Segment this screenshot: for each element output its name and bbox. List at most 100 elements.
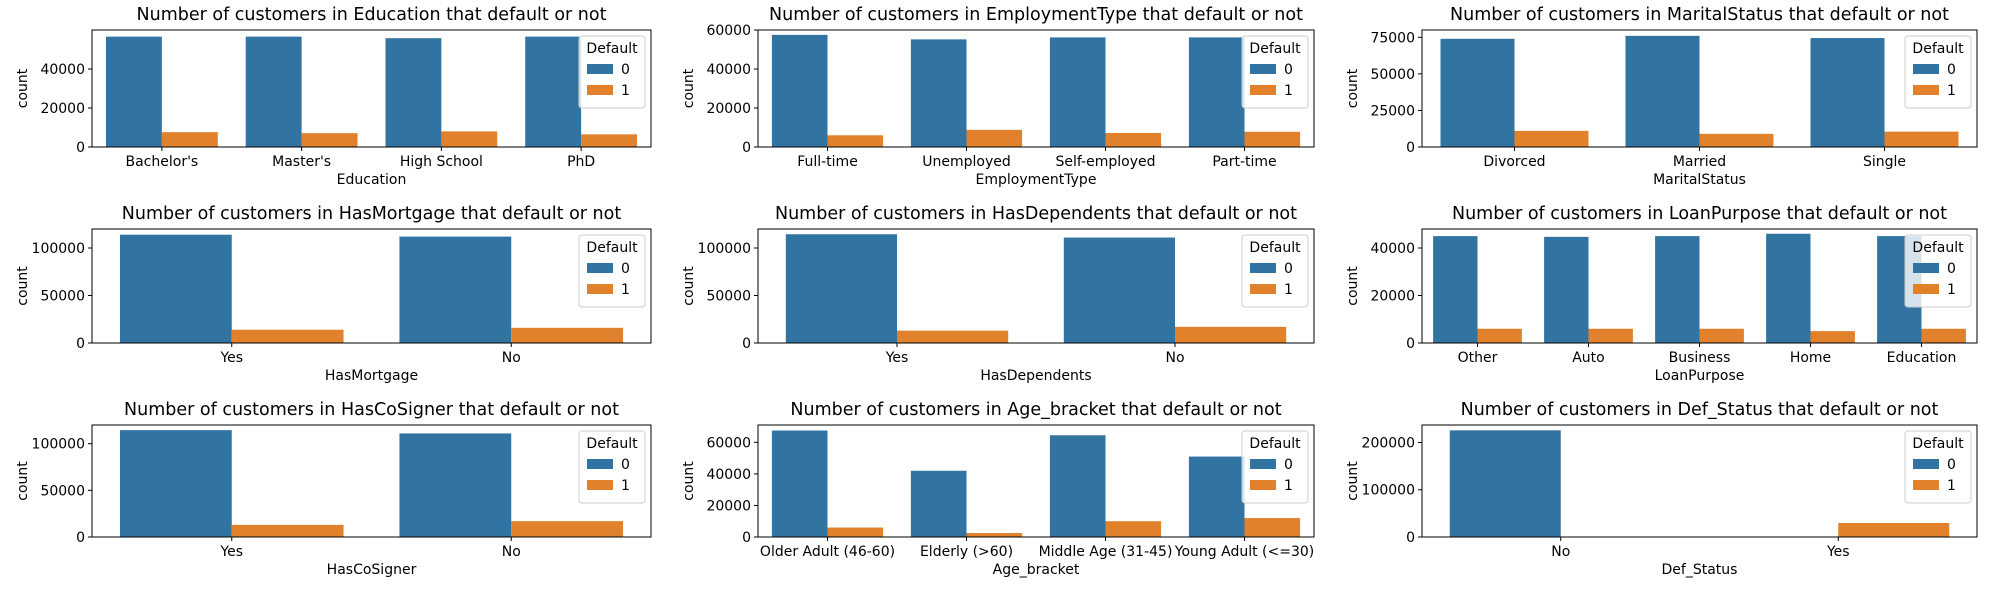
x-tick-label: Divorced: [1483, 154, 1545, 170]
bar-default-1-2: [1105, 132, 1162, 147]
x-tick-label: Home: [1790, 350, 1831, 366]
legend-entry: 0: [1947, 261, 1956, 277]
bar-default-0-0: [119, 234, 232, 343]
bar-default-0-3: [525, 36, 582, 147]
y-tick-label: 200000: [1362, 435, 1415, 451]
x-tick-label: Master's: [272, 154, 331, 170]
bar-default-0-0: [1449, 430, 1561, 537]
legend: Default 0 1: [578, 430, 646, 504]
chart-panel-4: Number of customers in HasMortgage that …: [15, 204, 652, 384]
bar-default-0-0: [105, 36, 162, 147]
legend-swatch-default-1: [587, 284, 613, 294]
bar-default-0-1: [245, 36, 302, 147]
x-axis-label: Age_bracket: [993, 562, 1080, 578]
legend-swatch-default-0: [1913, 64, 1939, 74]
x-tick-label: PhD: [567, 154, 595, 170]
chart-panel-6: Number of customers in LoanPurpose that …: [1345, 204, 1978, 384]
bar-default-1-2: [1105, 521, 1162, 537]
legend-title: Default: [1912, 436, 1964, 452]
bar-default-1-1: [1588, 328, 1633, 343]
legend-swatch-default-1: [1250, 480, 1276, 490]
x-tick-label: Middle Age (31-45): [1039, 544, 1173, 560]
y-tick-label: 0: [76, 336, 85, 352]
legend-entry: 1: [1947, 282, 1956, 298]
x-axis-label: HasCoSigner: [327, 562, 417, 578]
legend-swatch-default-0: [587, 459, 613, 469]
x-axis-label: Def_Status: [1662, 562, 1738, 578]
bar-default-1-1: [1838, 522, 1950, 537]
y-tick-label: 50000: [40, 289, 85, 305]
axes-frame: [91, 29, 652, 148]
legend-entry: 1: [1947, 478, 1956, 494]
legend-swatch-default-1: [1250, 85, 1276, 95]
x-tick-label: Full-time: [797, 154, 858, 170]
legend-entry: 0: [621, 261, 630, 277]
y-tick-label: 0: [76, 530, 85, 546]
x-tick-label: Older Adult (46-60): [760, 544, 895, 560]
chart-title: Number of customers in HasDependents tha…: [775, 204, 1297, 224]
legend: Default 0 1: [1241, 35, 1309, 109]
x-tick-label: Yes: [219, 544, 243, 560]
legend: Default 0 1: [1241, 430, 1309, 504]
y-tick-label: 100000: [32, 437, 85, 453]
bar-default-1-0: [1514, 130, 1589, 147]
legend-entry: 1: [1947, 83, 1956, 99]
x-tick-label: Business: [1669, 350, 1731, 366]
bar-default-0-1: [399, 433, 512, 537]
y-axis-label: count: [681, 461, 697, 501]
axes-frame: [757, 29, 1315, 148]
legend-entry: 0: [1284, 261, 1293, 277]
legend-title: Default: [586, 436, 638, 452]
y-axis-label: count: [15, 266, 31, 306]
bar-default-0-0: [785, 234, 897, 343]
y-tick-label: 0: [742, 530, 751, 546]
chart-title: Number of customers in HasCoSigner that …: [124, 400, 619, 420]
y-tick-label: 0: [1406, 140, 1415, 156]
bar-default-0-0: [1433, 236, 1478, 343]
bar-default-0-1: [1063, 237, 1175, 343]
bar-default-0-1: [399, 236, 512, 343]
chart-title: Number of customers in LoanPurpose that …: [1452, 204, 1947, 224]
y-tick-label: 40000: [40, 62, 85, 78]
bar-default-0-3: [1766, 233, 1811, 343]
x-tick-label: High School: [400, 154, 483, 170]
bar-default-1-1: [511, 521, 624, 537]
y-tick-label: 20000: [706, 498, 751, 514]
bar-default-1-1: [511, 327, 624, 343]
bar-default-0-1: [1544, 236, 1589, 343]
legend: Default 0 1: [1241, 234, 1309, 308]
legend-title: Default: [1249, 240, 1301, 256]
legend-swatch-default-0: [587, 263, 613, 273]
bar-default-1-1: [301, 133, 358, 147]
bar-default-0-0: [771, 34, 828, 147]
axes-frame: [757, 424, 1315, 538]
chart-panel-5: Number of customers in HasDependents tha…: [681, 204, 1315, 384]
legend-swatch-default-1: [587, 85, 613, 95]
axes-frame: [91, 424, 652, 538]
chart-title: Number of customers in EmploymentType th…: [769, 5, 1303, 25]
bar-default-0-2: [1810, 38, 1885, 148]
legend: Default 0 1: [1904, 234, 1972, 308]
legend: Default 0 1: [1904, 35, 1972, 109]
bar-default-1-0: [231, 329, 344, 343]
bar-default-1-0: [1477, 328, 1522, 343]
y-axis-label: count: [15, 68, 31, 108]
y-tick-label: 60000: [706, 23, 751, 39]
legend-entry: 0: [621, 457, 630, 473]
bar-default-1-3: [1244, 518, 1301, 537]
bar-default-0-0: [771, 430, 828, 537]
legend-entry: 0: [1284, 62, 1293, 78]
y-axis-label: count: [1345, 461, 1361, 501]
y-tick-label: 0: [76, 140, 85, 156]
bar-default-1-2: [1884, 131, 1959, 147]
chart-title: Number of customers in Age_bracket that …: [790, 400, 1281, 420]
chart-panel-3: Number of customers in MaritalStatus tha…: [1345, 5, 1978, 188]
chart-title: Number of customers in HasMortgage that …: [122, 204, 622, 224]
legend-swatch-default-0: [1250, 459, 1276, 469]
legend-title: Default: [586, 240, 638, 256]
chart-panel-1: Number of customers in Education that de…: [15, 5, 652, 188]
legend-title: Default: [1912, 41, 1964, 57]
y-tick-label: 40000: [706, 62, 751, 78]
x-tick-label: Bachelor's: [126, 154, 199, 170]
bar-default-0-0: [119, 430, 232, 537]
